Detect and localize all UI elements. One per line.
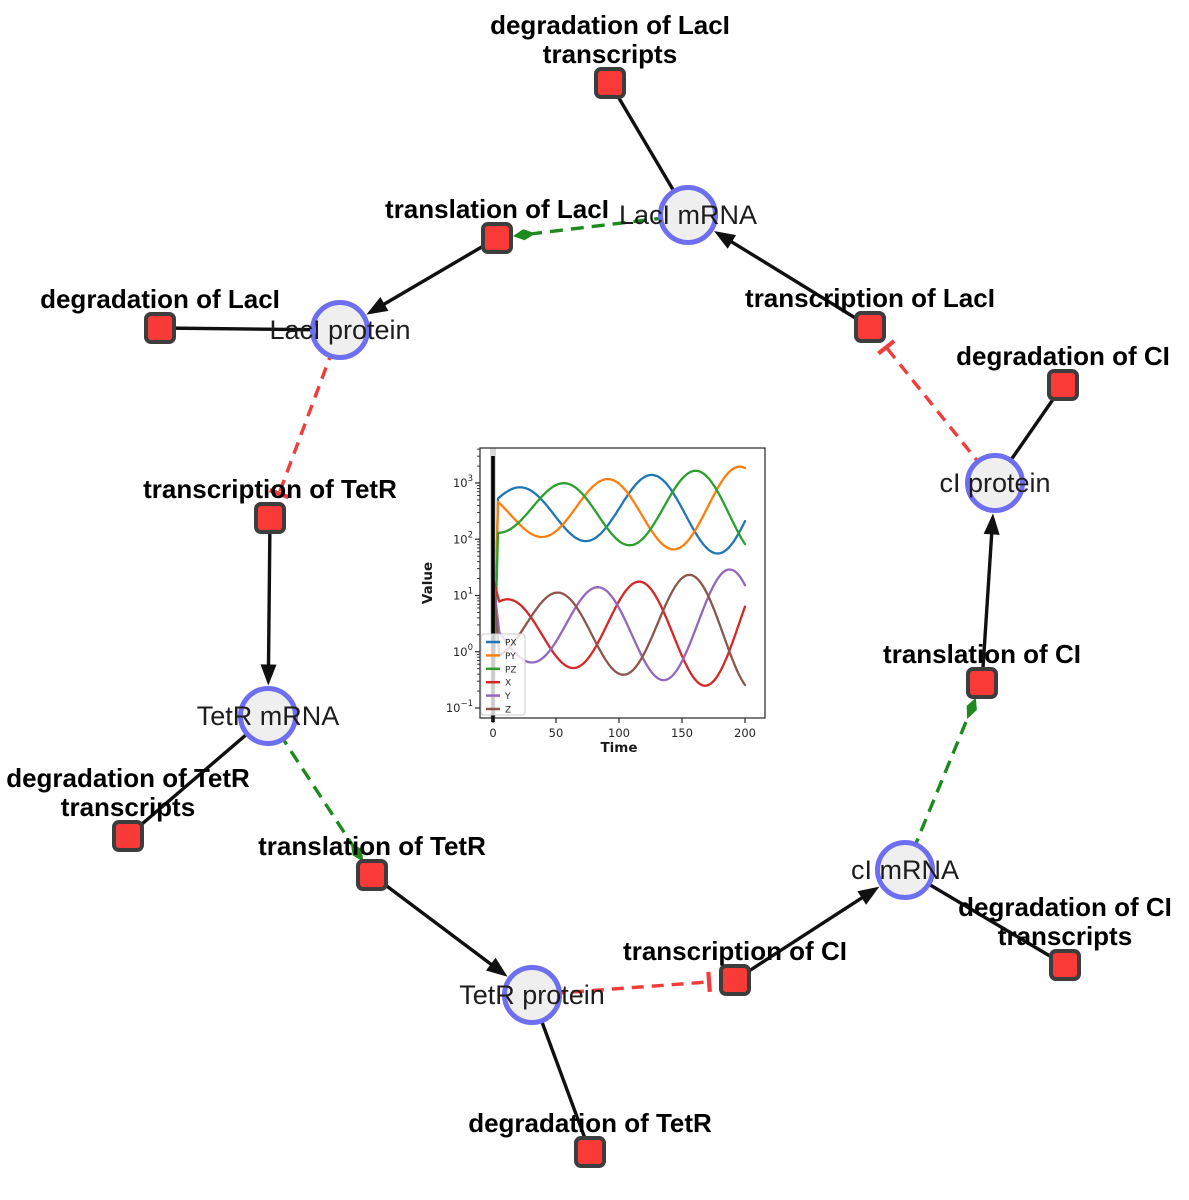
series-line-X [491, 577, 747, 687]
reaction-label-translation-laci-line1: translation of LacI [385, 194, 609, 224]
legend-label-PX: PX [505, 639, 517, 649]
arrowhead-icon [366, 297, 389, 315]
reaction-label-deg-laci-transcripts-line1: degradation of LacI [490, 10, 730, 40]
inhibition-tee-icon [706, 971, 712, 993]
reaction-node-transcription-ci[interactable] [719, 964, 751, 996]
reaction-node-deg-tetr[interactable] [574, 1136, 606, 1168]
edge-production-transcription-tetr-to-tetr-mrna [260, 517, 277, 686]
diamond-arrowhead-icon [512, 229, 536, 241]
x-tick-label-3: 150 [671, 726, 693, 740]
reaction-label-transcription-laci-line1: transcription of LacI [745, 283, 995, 313]
legend-item-Z: Z [486, 706, 511, 716]
species-node-tetr-mrna[interactable] [238, 686, 298, 746]
inhibition-tee-icon [877, 339, 896, 356]
reaction-node-translation-laci[interactable] [481, 222, 513, 254]
species-label-laci-mrna: LacI mRNA [619, 200, 757, 230]
plot-curves [491, 465, 747, 710]
axes-frame [479, 447, 766, 719]
legend-item-X: X [486, 679, 511, 689]
x-axis-title: Time [600, 740, 637, 756]
reaction-node-transcription-laci[interactable] [854, 311, 886, 343]
diamond-arrowhead-icon [966, 697, 977, 720]
species-node-ci-mrna[interactable] [875, 840, 935, 900]
x-tick-label-1: 50 [549, 726, 564, 740]
edge-production-transcription-laci-to-laci-mrna [713, 230, 871, 329]
inset-plot: 0 50 100 150 20010−1100101102103TimeValuePXP… [420, 447, 766, 756]
series-line-PZ [491, 469, 747, 710]
diamond-arrowhead-icon [350, 842, 364, 862]
arrowhead-icon [983, 513, 1000, 535]
edge-production-translation-laci-to-laci-protein [366, 236, 498, 315]
edge-consumption-tetr-mrna-to-deg-tetr-transcripts [126, 714, 270, 838]
labels-layer: degradation of LacItranscriptstranslatio… [6, 10, 1172, 1138]
arrowhead-icon [260, 664, 277, 686]
reaction-node-deg-laci-transcripts[interactable] [594, 67, 626, 99]
reaction-label-deg-laci-transcripts-line2: transcripts [543, 39, 677, 69]
edge-production-translation-ci-to-ci-protein [980, 513, 1000, 684]
species-node-ci-protein[interactable] [965, 453, 1025, 513]
legend-item-PZ: PZ [486, 665, 517, 675]
reaction-label-deg-tetr-transcripts-line1: degradation of TetR [6, 763, 250, 793]
reaction-node-translation-ci[interactable] [966, 667, 998, 699]
legend-item-Y: Y [486, 692, 511, 702]
x-tick-label-4: 200 [734, 726, 756, 740]
species-node-tetr-protein[interactable] [502, 965, 562, 1025]
species-label-ci-protein: cI protein [939, 468, 1050, 498]
y-tick-label-10e-1: 10−1 [446, 699, 473, 715]
legend-item-PX: PX [486, 639, 517, 649]
species-node-laci-protein[interactable] [310, 300, 370, 360]
y-tick-label-10e2: 102 [453, 530, 473, 546]
legend-label-Z: Z [505, 706, 511, 716]
series-line-PX [491, 473, 747, 710]
reaction-label-deg-tetr-line1: degradation of TetR [468, 1108, 712, 1138]
arrowhead-icon [857, 886, 880, 905]
reaction-label-translation-tetr-line1: translation of TetR [258, 831, 486, 861]
y-tick-label-10e1: 101 [453, 587, 473, 603]
legend: PX PY PZ XYZ [480, 633, 526, 716]
edge-consumption-laci-protein-to-deg-laci [159, 326, 341, 332]
series-line-Z [491, 573, 747, 687]
y-tick-label-10e3: 103 [453, 474, 473, 490]
edge-production-transcription-ci-to-ci-mrna [734, 886, 880, 982]
reaction-label-deg-ci-transcripts-line2: transcripts [998, 921, 1132, 951]
reaction-label-deg-tetr-transcripts-line2: transcripts [61, 792, 195, 822]
series-line-Y [491, 568, 747, 682]
species-label-tetr-protein: TetR protein [459, 980, 605, 1010]
legend-frame [480, 633, 526, 716]
inhibition-tee-icon [268, 488, 290, 500]
reaction-label-translation-ci-line1: translation of CI [883, 639, 1081, 669]
reaction-node-deg-ci[interactable] [1047, 369, 1079, 401]
y-axis-title: Value [420, 562, 436, 604]
arrowhead-icon [486, 957, 508, 977]
legend-label-X: X [505, 679, 511, 689]
legend-item-PY: PY [486, 652, 516, 662]
arrowhead-icon [713, 230, 737, 249]
reaction-label-transcription-ci-line1: transcription of CI [623, 936, 847, 966]
x-tick-label-2: 100 [608, 726, 630, 740]
legend-label-Y: Y [504, 692, 511, 702]
y-tick-label-10e0: 100 [453, 643, 473, 659]
species-label-laci-protein: LacI protein [269, 315, 410, 345]
species-label-tetr-mrna: TetR mRNA [197, 701, 340, 731]
reaction-label-deg-ci-transcripts-line1: degradation of CI [958, 892, 1172, 922]
reaction-label-deg-ci-line1: degradation of CI [956, 341, 1170, 371]
species-node-laci-mrna[interactable] [658, 185, 718, 245]
reaction-node-deg-laci[interactable] [144, 312, 176, 344]
species-label-ci-mrna: cI mRNA [851, 855, 959, 885]
x-tick-label-0: 0 [489, 726, 496, 740]
legend-label-PY: PY [505, 652, 516, 662]
series-line-PY [491, 465, 747, 710]
nodes-layer [112, 67, 1081, 1168]
reaction-label-deg-laci-line1: degradation of LacI [40, 284, 280, 314]
legend-label-PZ: PZ [505, 665, 517, 675]
edge-consumption-ci-mrna-to-deg-ci-transcripts [904, 868, 1066, 967]
edge-production-translation-tetr-to-tetr-protein [370, 873, 508, 977]
reaction-node-translation-tetr[interactable] [356, 859, 388, 891]
reaction-node-deg-tetr-transcripts[interactable] [112, 820, 144, 852]
reaction-label-transcription-tetr-line1: transcription of TetR [143, 474, 397, 504]
reaction-node-transcription-tetr[interactable] [254, 502, 286, 534]
reaction-node-deg-ci-transcripts[interactable] [1049, 949, 1081, 981]
